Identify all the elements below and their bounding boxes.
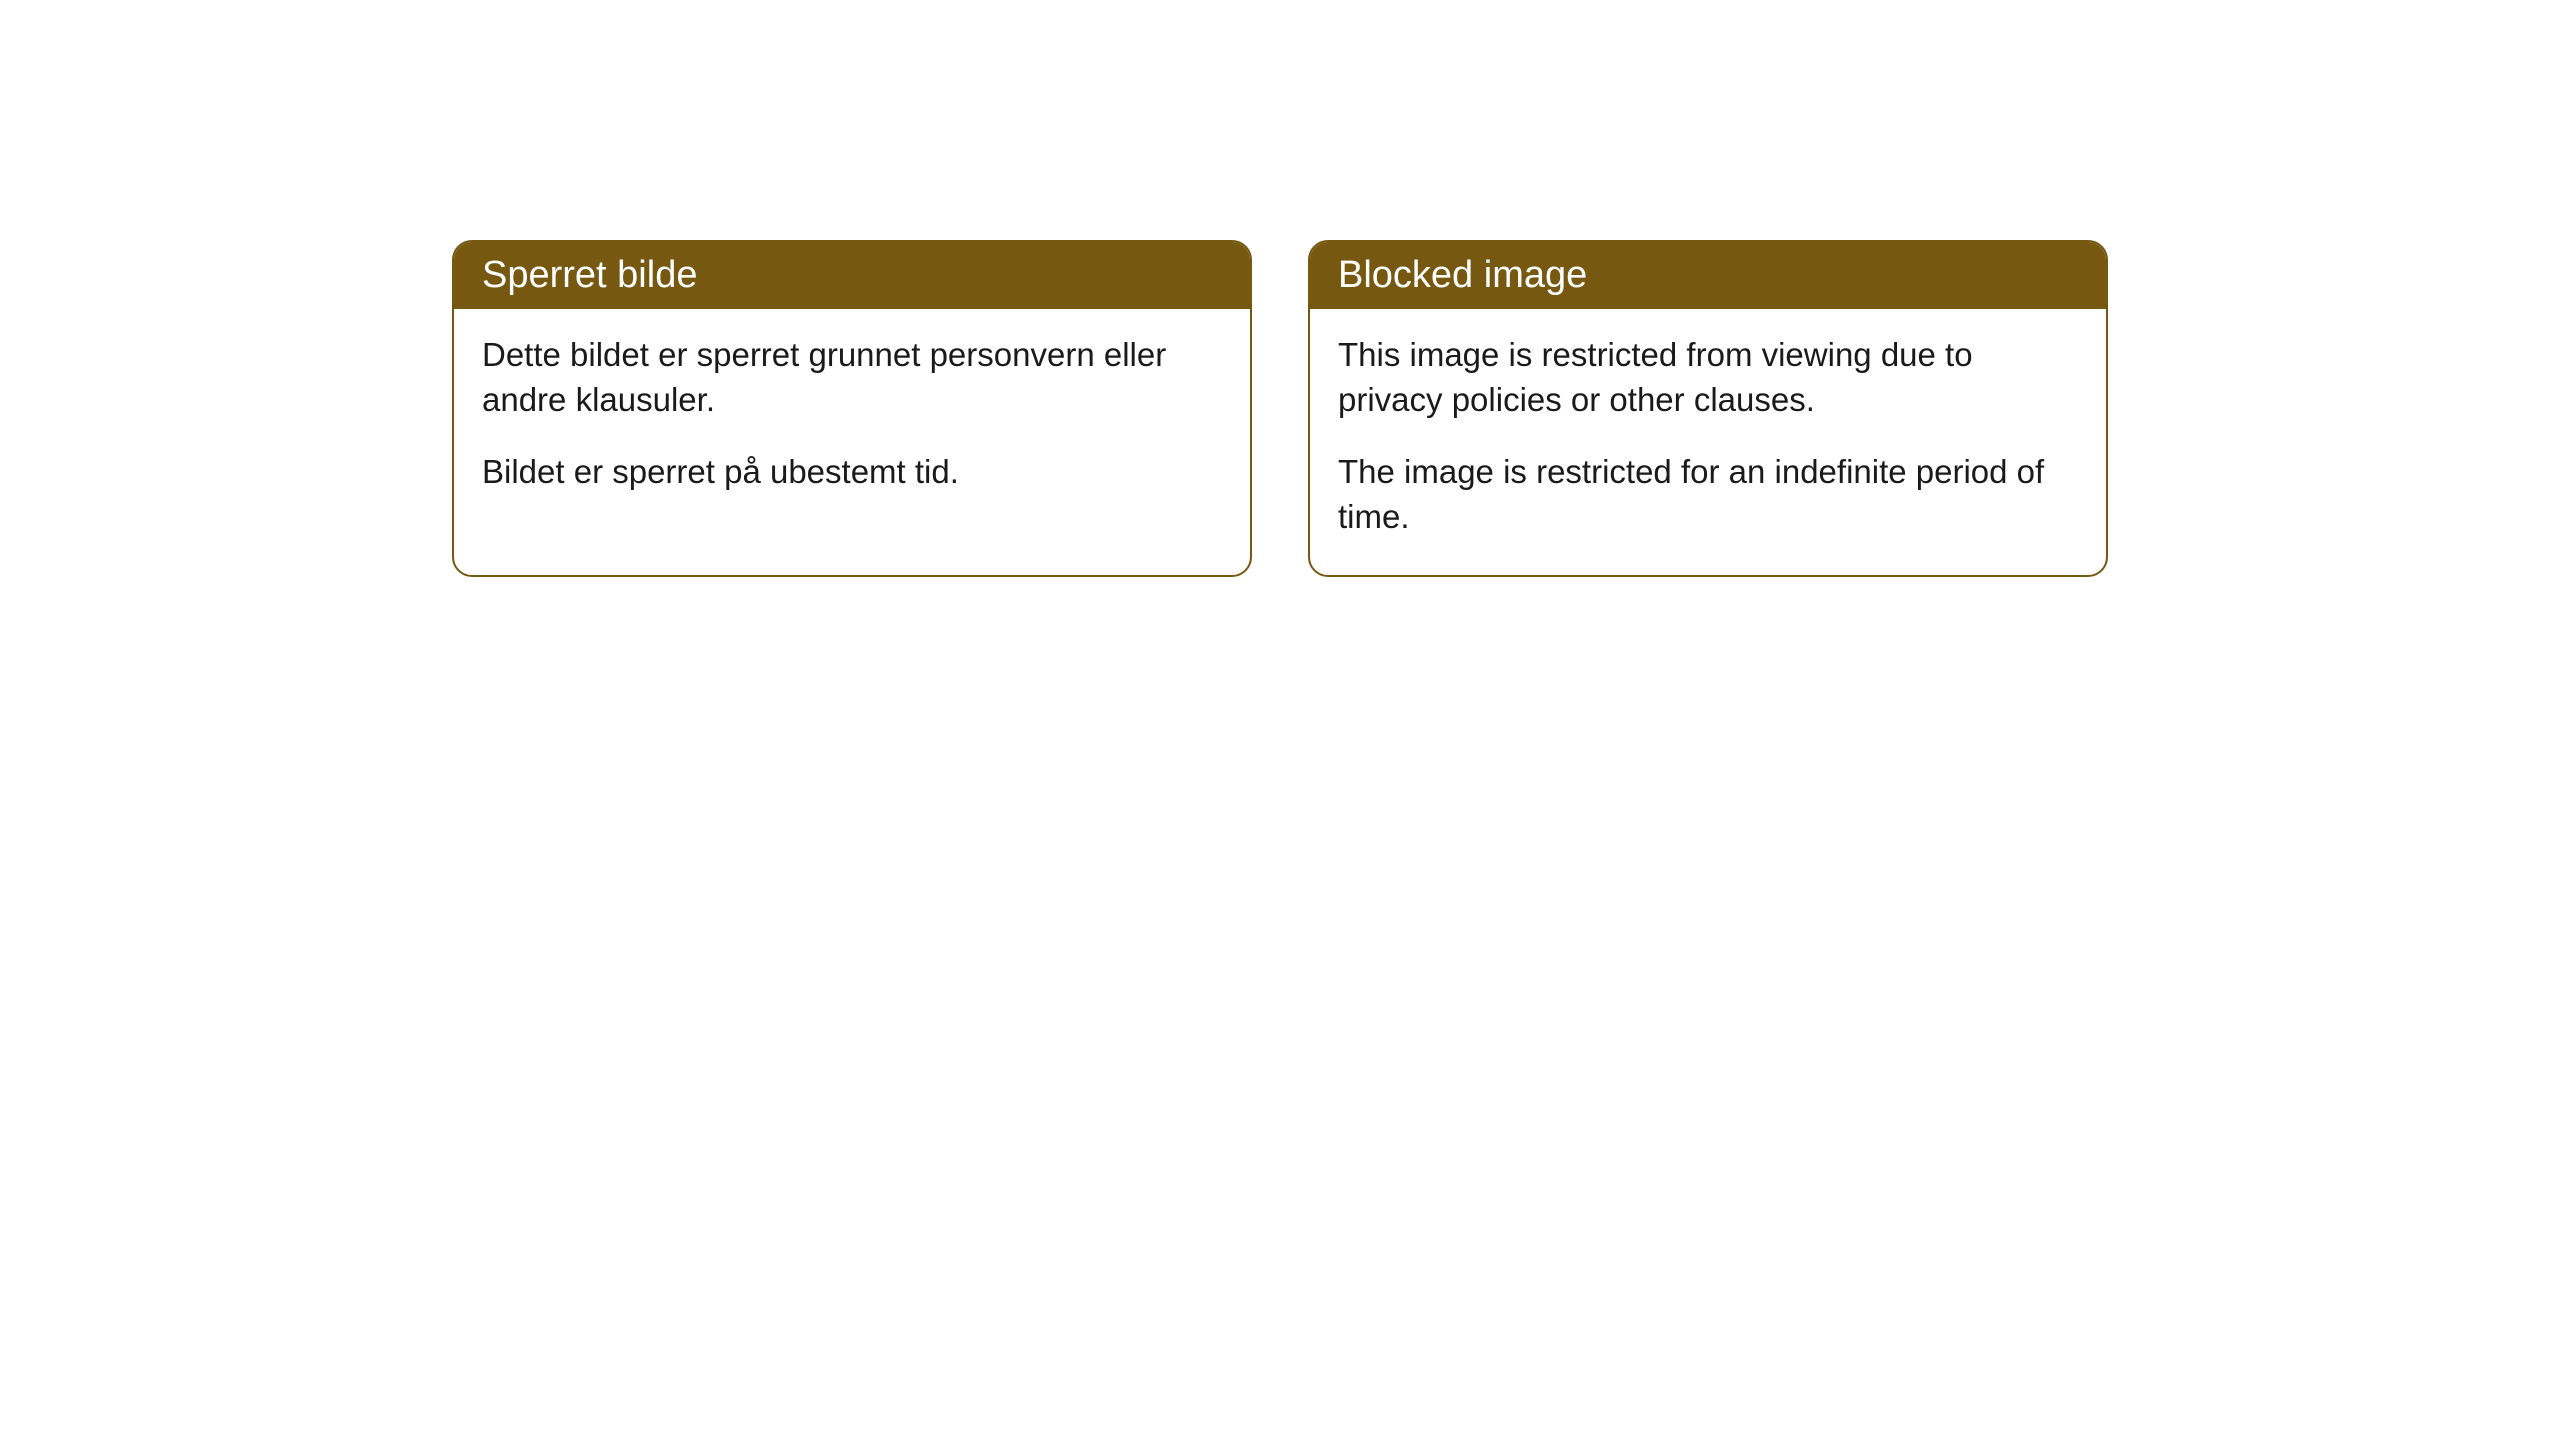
card-paragraph-2: The image is restricted for an indefinit… xyxy=(1338,450,2078,539)
card-body: This image is restricted from viewing du… xyxy=(1310,309,2106,575)
card-paragraph-1: Dette bildet er sperret grunnet personve… xyxy=(482,333,1222,422)
card-body: Dette bildet er sperret grunnet personve… xyxy=(454,309,1250,531)
card-paragraph-1: This image is restricted from viewing du… xyxy=(1338,333,2078,422)
blocked-image-card-english: Blocked image This image is restricted f… xyxy=(1308,240,2108,577)
blocked-image-card-norwegian: Sperret bilde Dette bildet er sperret gr… xyxy=(452,240,1252,577)
card-header: Sperret bilde xyxy=(454,242,1250,309)
card-paragraph-2: Bildet er sperret på ubestemt tid. xyxy=(482,450,1222,495)
card-title: Blocked image xyxy=(1338,254,1587,296)
card-header: Blocked image xyxy=(1310,242,2106,309)
card-title: Sperret bilde xyxy=(482,254,697,296)
cards-container: Sperret bilde Dette bildet er sperret gr… xyxy=(0,240,2560,577)
